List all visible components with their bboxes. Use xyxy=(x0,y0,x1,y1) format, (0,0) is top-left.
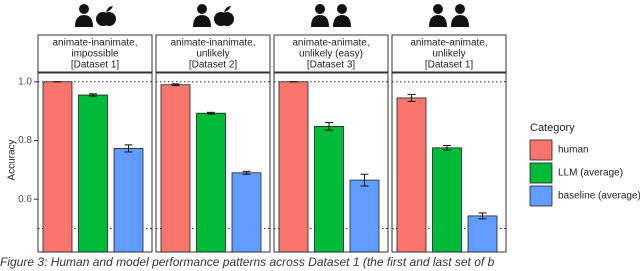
bar xyxy=(42,81,73,253)
strip xyxy=(37,34,153,73)
strip-label: animate-inanimate, xyxy=(52,38,137,49)
facet: animate-animate,unlikely (easy)[Dataset … xyxy=(273,4,389,253)
facet: animate-inanimate,unlikely[Dataset 2] xyxy=(155,4,271,253)
strip xyxy=(391,34,507,73)
error-bar xyxy=(207,111,215,115)
legend-title: Category xyxy=(530,122,575,134)
icon xyxy=(311,15,329,27)
icon xyxy=(224,6,231,12)
legend-label: LLM (average) xyxy=(558,168,623,179)
strip-label: unlikely (easy) xyxy=(299,49,363,60)
error-bar xyxy=(124,144,133,153)
y-tick-label: 1.0 xyxy=(18,76,32,87)
strip-label: animate-animate, xyxy=(410,38,487,49)
legend-swatch xyxy=(529,185,553,207)
facet: animate-inanimate,impossible[Dataset 1] xyxy=(37,4,153,253)
error-bar xyxy=(325,122,333,131)
icon xyxy=(102,12,116,26)
strip-label: [Dataset 1] xyxy=(71,60,120,71)
strip-label: impossible xyxy=(71,49,119,60)
error-bar xyxy=(242,170,251,175)
bar xyxy=(113,148,144,253)
legend-swatch xyxy=(529,162,553,184)
icon xyxy=(75,15,93,27)
icon xyxy=(193,15,211,27)
error-bar xyxy=(478,212,487,220)
strip xyxy=(273,34,389,73)
error-bar xyxy=(171,83,180,87)
strip-label: unlikely xyxy=(432,49,465,60)
bar xyxy=(314,126,344,253)
strip xyxy=(155,34,271,73)
icon xyxy=(79,4,89,14)
error-bar xyxy=(89,93,97,97)
y-tick-label: 0.6 xyxy=(18,194,32,205)
icon xyxy=(433,4,443,14)
bar xyxy=(78,94,108,253)
legend-swatch xyxy=(529,139,553,161)
icon xyxy=(106,6,113,12)
caption: Figure 3: Human and model performance pa… xyxy=(0,255,495,269)
strip-label: unlikely xyxy=(196,49,229,60)
bar xyxy=(396,97,427,253)
strip-label: animate-animate, xyxy=(292,38,369,49)
error-bar xyxy=(443,144,451,151)
bar xyxy=(278,81,309,253)
strip-label: [Dataset 2] xyxy=(189,60,238,71)
error-bar xyxy=(407,93,416,102)
bar xyxy=(349,179,380,253)
icon xyxy=(429,15,447,27)
strip-label: [Dataset 1] xyxy=(425,60,474,71)
bar xyxy=(231,172,262,253)
strip-label: animate-inanimate, xyxy=(170,38,255,49)
strip-label: [Dataset 3] xyxy=(307,60,356,71)
bar xyxy=(196,112,226,253)
bar xyxy=(467,215,498,253)
bar xyxy=(432,147,462,253)
icon xyxy=(315,4,325,14)
icon xyxy=(455,4,465,14)
y-tick-label: 0.8 xyxy=(18,135,32,146)
icon xyxy=(220,12,234,26)
legend-label: baseline (average) xyxy=(558,191,640,202)
icon xyxy=(337,4,347,14)
icon xyxy=(451,15,469,27)
legend-label: human xyxy=(558,145,589,156)
error-bar xyxy=(360,173,369,187)
icon xyxy=(197,4,207,14)
facet: animate-animate,unlikely[Dataset 1] xyxy=(391,4,507,253)
bar xyxy=(160,84,191,253)
icon xyxy=(333,15,351,27)
y-axis-title: Accuracy xyxy=(7,139,18,180)
